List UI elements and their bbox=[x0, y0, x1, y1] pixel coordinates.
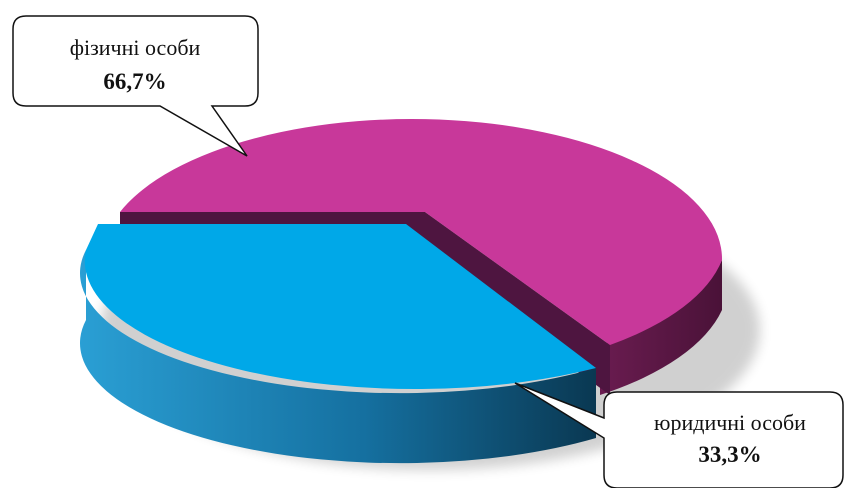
callout-label-fizychni: фізичні особи bbox=[70, 35, 201, 60]
callout-label-yurydychni: юридичні особи bbox=[654, 410, 806, 435]
callout-value-yurydychni: 33,3% bbox=[698, 442, 761, 467]
slice-yurydychni-top bbox=[84, 224, 596, 390]
callout-value-fizychni: 66,7% bbox=[103, 69, 166, 94]
callout-box-fizychni bbox=[12, 15, 259, 157]
slice-yurydychni-osoby bbox=[79, 224, 596, 464]
slice-yurydychni-side bbox=[79, 250, 596, 464]
callout-yurydychni-osoby: юридичні особи 33,3% bbox=[514, 382, 844, 488]
slice-fizychni-top bbox=[120, 119, 723, 345]
callout-fizychni-osoby: фізичні особи 66,7% bbox=[12, 15, 259, 157]
slice-fizychni-side bbox=[600, 260, 722, 395]
